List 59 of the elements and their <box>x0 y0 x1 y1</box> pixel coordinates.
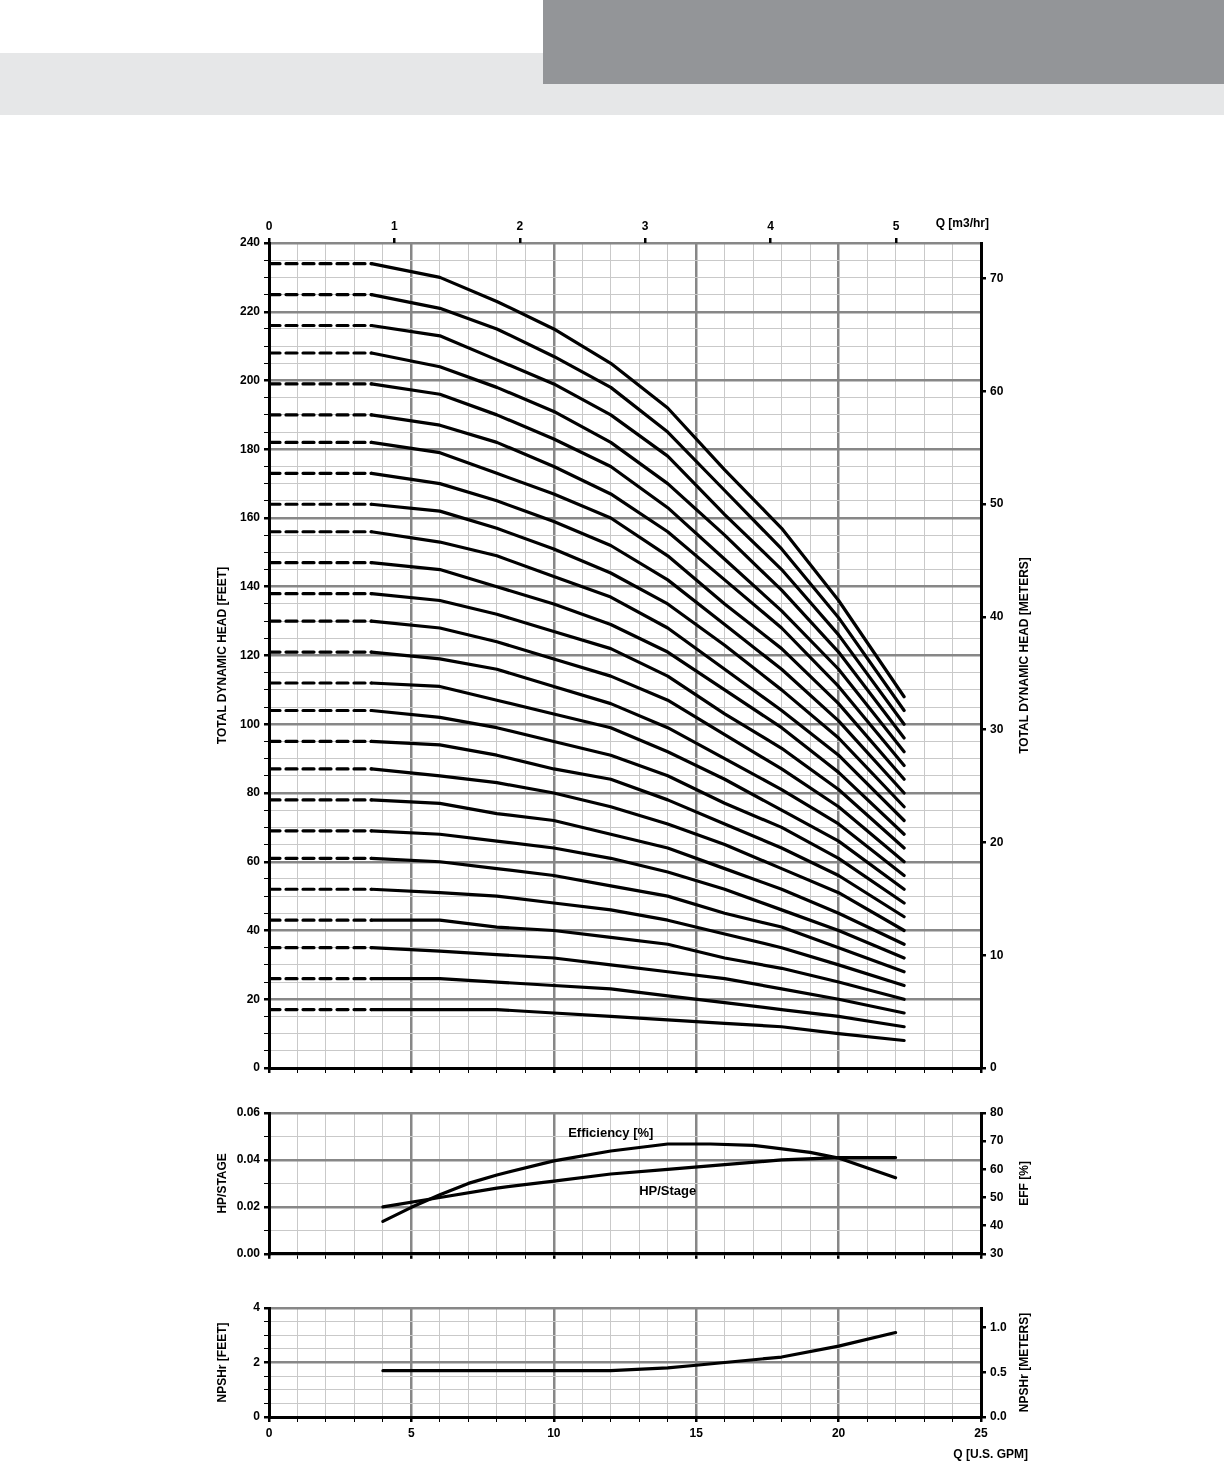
x-tick-label: 5 <box>408 1425 416 1440</box>
y2-tick-label: 30 <box>990 1246 1004 1261</box>
y2-tick-label: 40 <box>990 1217 1004 1232</box>
y2-tick-label: 1.0 <box>990 1319 1008 1334</box>
y2-tick-label: 50 <box>990 1189 1004 1204</box>
y2-axis-title: NPSHr [METERS] <box>1017 1312 1032 1413</box>
x2-tick-label: 2 <box>516 219 524 234</box>
y2-tick-label: 40 <box>990 609 1004 624</box>
x-tick-label: 15 <box>689 1425 704 1440</box>
y-tick-label: 40 <box>246 922 261 937</box>
x-tick-label: 0 <box>265 1425 273 1440</box>
x-tick-label: 25 <box>974 1425 988 1440</box>
y-tick-label: 140 <box>239 579 261 594</box>
y2-tick-label: 50 <box>990 496 1004 511</box>
y2-tick-label: 0 <box>990 1060 997 1075</box>
y-tick-label: 4 <box>253 1300 261 1315</box>
y2-tick-label: 80 <box>990 1105 1004 1120</box>
y2-tick-label: 10 <box>990 947 1004 962</box>
y-tick-label: 0.02 <box>236 1199 261 1214</box>
y-tick-label: 2 <box>253 1354 261 1369</box>
y-tick-label: 0.00 <box>236 1246 261 1261</box>
y2-tick-label: 60 <box>990 1161 1004 1176</box>
y-tick-label: 0.04 <box>236 1152 261 1167</box>
y-axis-title: NPSHr [FEET] <box>215 1322 230 1403</box>
y-axis-title: HP/STAGE <box>215 1153 230 1214</box>
y-tick-label: 220 <box>239 304 261 319</box>
y-tick-label: 0.06 <box>236 1105 261 1120</box>
x-axis-title: Q [U.S. GPM] <box>953 1447 1028 1462</box>
x2-axis-title: Q [m3/hr] <box>935 216 989 231</box>
y-tick-label: 180 <box>239 441 261 456</box>
y-tick-label: 120 <box>239 647 261 662</box>
y-tick-label: 100 <box>239 716 261 731</box>
x2-tick-label: 1 <box>391 219 399 234</box>
series-label: HP/Stage <box>639 1182 697 1198</box>
y-tick-label: 0 <box>253 1409 261 1424</box>
y2-tick-label: 30 <box>990 721 1004 736</box>
y-tick-label: 200 <box>239 372 261 387</box>
y2-tick-label: 70 <box>990 270 1004 285</box>
y2-tick-label: 0.0 <box>990 1409 1008 1424</box>
y-tick-label: 60 <box>246 854 261 869</box>
x2-tick-label: 5 <box>892 219 900 234</box>
y-axis-title: TOTAL DYNAMIC HEAD [FEET] <box>215 566 230 745</box>
y2-axis-title: TOTAL DYNAMIC HEAD [METERS] <box>1017 557 1032 754</box>
y2-tick-label: 60 <box>990 383 1004 398</box>
x2-tick-label: 4 <box>767 219 775 234</box>
y-tick-label: 0 <box>253 1060 261 1075</box>
y-tick-label: 240 <box>239 235 261 250</box>
y2-axis-title: EFF [%] <box>1017 1161 1032 1206</box>
y-tick-label: 160 <box>239 510 261 525</box>
y-tick-label: 80 <box>246 785 261 800</box>
x2-tick-label: 3 <box>641 219 649 234</box>
y2-tick-label: 70 <box>990 1133 1004 1148</box>
x-tick-label: 10 <box>547 1425 561 1440</box>
x-tick-label: 20 <box>831 1425 846 1440</box>
y2-tick-label: 0.5 <box>990 1364 1008 1379</box>
y-tick-label: 20 <box>246 991 261 1006</box>
y2-tick-label: 20 <box>990 834 1004 849</box>
series-label: Efficiency [%] <box>568 1124 654 1140</box>
x2-tick-label: 0 <box>265 219 273 234</box>
